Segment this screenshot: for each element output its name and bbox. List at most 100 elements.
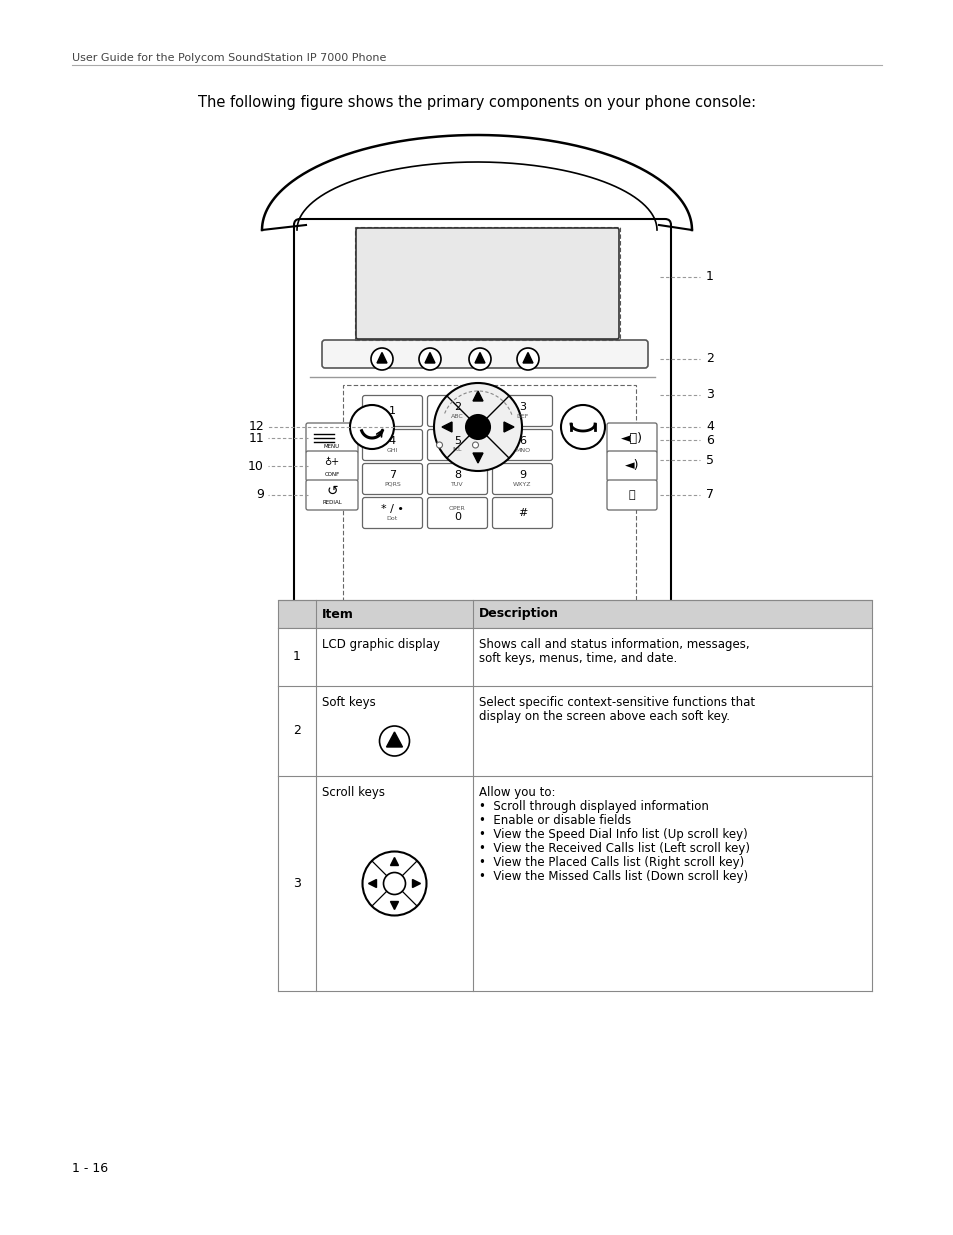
FancyBboxPatch shape [294,219,670,643]
Text: ABC: ABC [451,414,463,419]
Text: ◄): ◄) [624,459,639,473]
Circle shape [362,851,426,915]
Text: 1: 1 [293,651,300,663]
Text: 8: 8 [485,663,493,676]
Text: REDIAL: REDIAL [322,500,341,505]
Polygon shape [412,879,420,888]
Bar [277,600,871,629]
Polygon shape [390,857,398,866]
Polygon shape [386,732,402,747]
Text: #: # [517,508,527,517]
Text: GHI: GHI [386,447,397,452]
Text: Shows call and status information, messages,: Shows call and status information, messa… [478,638,749,651]
Text: display on the screen above each soft key.: display on the screen above each soft ke… [478,710,729,722]
Text: 12: 12 [248,420,264,433]
FancyBboxPatch shape [362,498,422,529]
Text: 9: 9 [518,471,525,480]
Bar [277,776,871,990]
FancyBboxPatch shape [427,498,487,529]
FancyBboxPatch shape [427,463,487,494]
FancyBboxPatch shape [355,228,618,338]
Text: 2: 2 [293,725,300,737]
Circle shape [465,415,490,438]
Text: 🎤: 🎤 [628,490,635,500]
Text: TUV: TUV [451,482,463,487]
Text: 4: 4 [705,420,713,433]
Text: ↺: ↺ [326,484,337,498]
Text: Scroll keys: Scroll keys [322,785,385,799]
Circle shape [436,442,442,448]
Text: •  View the Speed Dial Info list (Up scroll key): • View the Speed Dial Info list (Up scro… [478,827,747,841]
Text: MENU: MENU [324,443,339,448]
Polygon shape [473,391,482,401]
Circle shape [472,442,478,448]
Text: OPER: OPER [449,506,465,511]
Circle shape [434,383,521,471]
Text: 8: 8 [454,471,460,480]
Text: 6: 6 [705,433,713,447]
Polygon shape [441,422,452,432]
Text: soft keys, menus, time, and date.: soft keys, menus, time, and date. [478,652,677,664]
Text: 5: 5 [454,436,460,446]
FancyBboxPatch shape [606,451,657,480]
Text: Select specific context-sensitive functions that: Select specific context-sensitive functi… [478,697,755,709]
Text: 3: 3 [293,877,300,890]
FancyBboxPatch shape [306,451,357,480]
Circle shape [418,348,440,370]
FancyBboxPatch shape [362,463,422,494]
Circle shape [469,348,491,370]
FancyBboxPatch shape [362,430,422,461]
Text: The following figure shows the primary components on your phone console:: The following figure shows the primary c… [197,95,756,110]
Bar [355,227,619,340]
Text: 2: 2 [705,352,713,366]
Polygon shape [424,352,435,363]
FancyBboxPatch shape [306,424,357,453]
FancyBboxPatch shape [427,395,487,426]
Text: 10: 10 [248,459,264,473]
Text: 1: 1 [389,406,395,416]
FancyBboxPatch shape [362,395,422,426]
Text: 5: 5 [705,453,713,467]
Circle shape [371,348,393,370]
Text: CONF: CONF [324,472,339,477]
Circle shape [379,726,409,756]
Text: Item: Item [322,608,354,620]
Bar [277,685,871,776]
Text: 0: 0 [454,513,460,522]
Polygon shape [503,422,514,432]
Text: •  Enable or disable fields: • Enable or disable fields [478,814,631,827]
Text: •  Scroll through displayed information: • Scroll through displayed information [478,800,708,813]
Text: •  View the Missed Calls list (Down scroll key): • View the Missed Calls list (Down scrol… [478,869,747,883]
Text: Description: Description [478,608,558,620]
Text: 9: 9 [255,489,264,501]
FancyBboxPatch shape [606,424,657,453]
Polygon shape [376,352,387,363]
Circle shape [350,405,394,450]
Text: •  View the Received Calls list (Left scroll key): • View the Received Calls list (Left scr… [478,842,749,855]
Text: LCD graphic display: LCD graphic display [322,638,439,651]
Circle shape [383,872,405,894]
Text: JKL: JKL [453,447,462,452]
FancyBboxPatch shape [492,463,552,494]
Text: 6: 6 [518,436,525,446]
Text: 3: 3 [518,403,525,412]
FancyBboxPatch shape [492,395,552,426]
Circle shape [560,405,604,450]
Text: Dot: Dot [387,515,397,520]
FancyBboxPatch shape [492,498,552,529]
Text: 1: 1 [705,270,713,284]
Text: 2: 2 [454,403,460,412]
Bar [277,629,871,685]
Text: 3: 3 [705,389,713,401]
Polygon shape [368,879,376,888]
Text: WXYZ: WXYZ [513,482,531,487]
Text: 1 - 16: 1 - 16 [71,1162,108,1174]
Text: DEF: DEF [516,414,528,419]
FancyBboxPatch shape [606,480,657,510]
FancyBboxPatch shape [322,340,647,368]
Text: User Guide for the Polycom SoundStation IP 7000 Phone: User Guide for the Polycom SoundStation … [71,53,386,63]
Text: ◄⧖): ◄⧖) [620,431,642,445]
Text: •  View the Placed Calls list (Right scroll key): • View the Placed Calls list (Right scro… [478,856,743,869]
Text: Soft keys: Soft keys [322,697,375,709]
Circle shape [517,348,538,370]
